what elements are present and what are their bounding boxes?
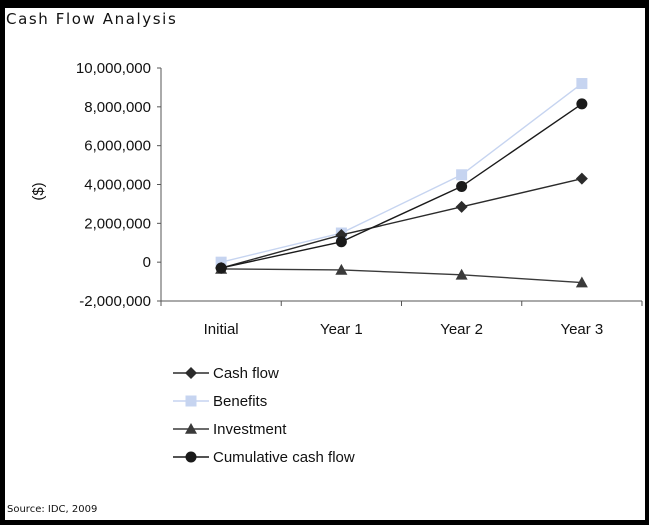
y-tick-label: 2,000,000 bbox=[84, 215, 151, 232]
data-point-square bbox=[456, 169, 468, 181]
x-tick-label: Year 3 bbox=[560, 321, 603, 338]
x-tick-label: Year 1 bbox=[320, 321, 363, 338]
legend-marker-circle bbox=[185, 451, 197, 463]
series-line-cash-flow bbox=[220, 177, 583, 269]
x-tick-label: Year 2 bbox=[440, 321, 483, 338]
y-tick-label: 4,000,000 bbox=[84, 177, 151, 194]
series-line-investment bbox=[221, 268, 582, 284]
chart-frame: Cash Flow Analysis 10,000,000 8,000,000 6,… bbox=[0, 8, 649, 525]
series-line-cumulative-cash-flow bbox=[220, 103, 583, 269]
legend-marker-diamond bbox=[185, 367, 197, 379]
y-tick-label: 8,000,000 bbox=[84, 99, 151, 116]
line-chart: 10,000,000 8,000,000 6,000,000 4,000,000 2,0… bbox=[30, 60, 643, 466]
chart-title: Cash Flow Analysis bbox=[6, 10, 178, 28]
data-point-circle bbox=[576, 98, 588, 110]
y-tick-label: 0 bbox=[143, 254, 151, 271]
legend-label: Investment bbox=[213, 421, 287, 438]
legend-label: Cumulative cash flow bbox=[213, 449, 355, 466]
x-tick-label: Initial bbox=[204, 321, 239, 338]
y-tick-label: -2,000,000 bbox=[79, 293, 151, 310]
y-tick-label: 6,000,000 bbox=[84, 138, 151, 155]
data-point-triangle bbox=[335, 263, 348, 275]
y-axis-label: ($) bbox=[30, 182, 47, 200]
data-point-diamond bbox=[455, 200, 468, 213]
source-note: Source: IDC, 2009 bbox=[7, 504, 98, 515]
data-point-triangle bbox=[575, 276, 588, 288]
data-point-square bbox=[576, 78, 588, 90]
data-point-circle bbox=[456, 180, 468, 192]
chart-panel: Cash Flow Analysis 10,000,000 8,000,000 6,… bbox=[5, 8, 645, 520]
legend-label: Cash flow bbox=[213, 365, 279, 382]
legend-marker-square bbox=[185, 395, 197, 407]
y-tick-label: 10,000,000 bbox=[76, 60, 151, 77]
data-point-circle bbox=[335, 236, 347, 248]
data-point-triangle bbox=[455, 268, 468, 280]
data-point-circle bbox=[215, 262, 227, 274]
legend-marker-triangle bbox=[185, 423, 197, 434]
series-line-benefits bbox=[220, 82, 583, 263]
data-point-diamond bbox=[575, 172, 588, 185]
legend-label: Benefits bbox=[213, 393, 267, 410]
